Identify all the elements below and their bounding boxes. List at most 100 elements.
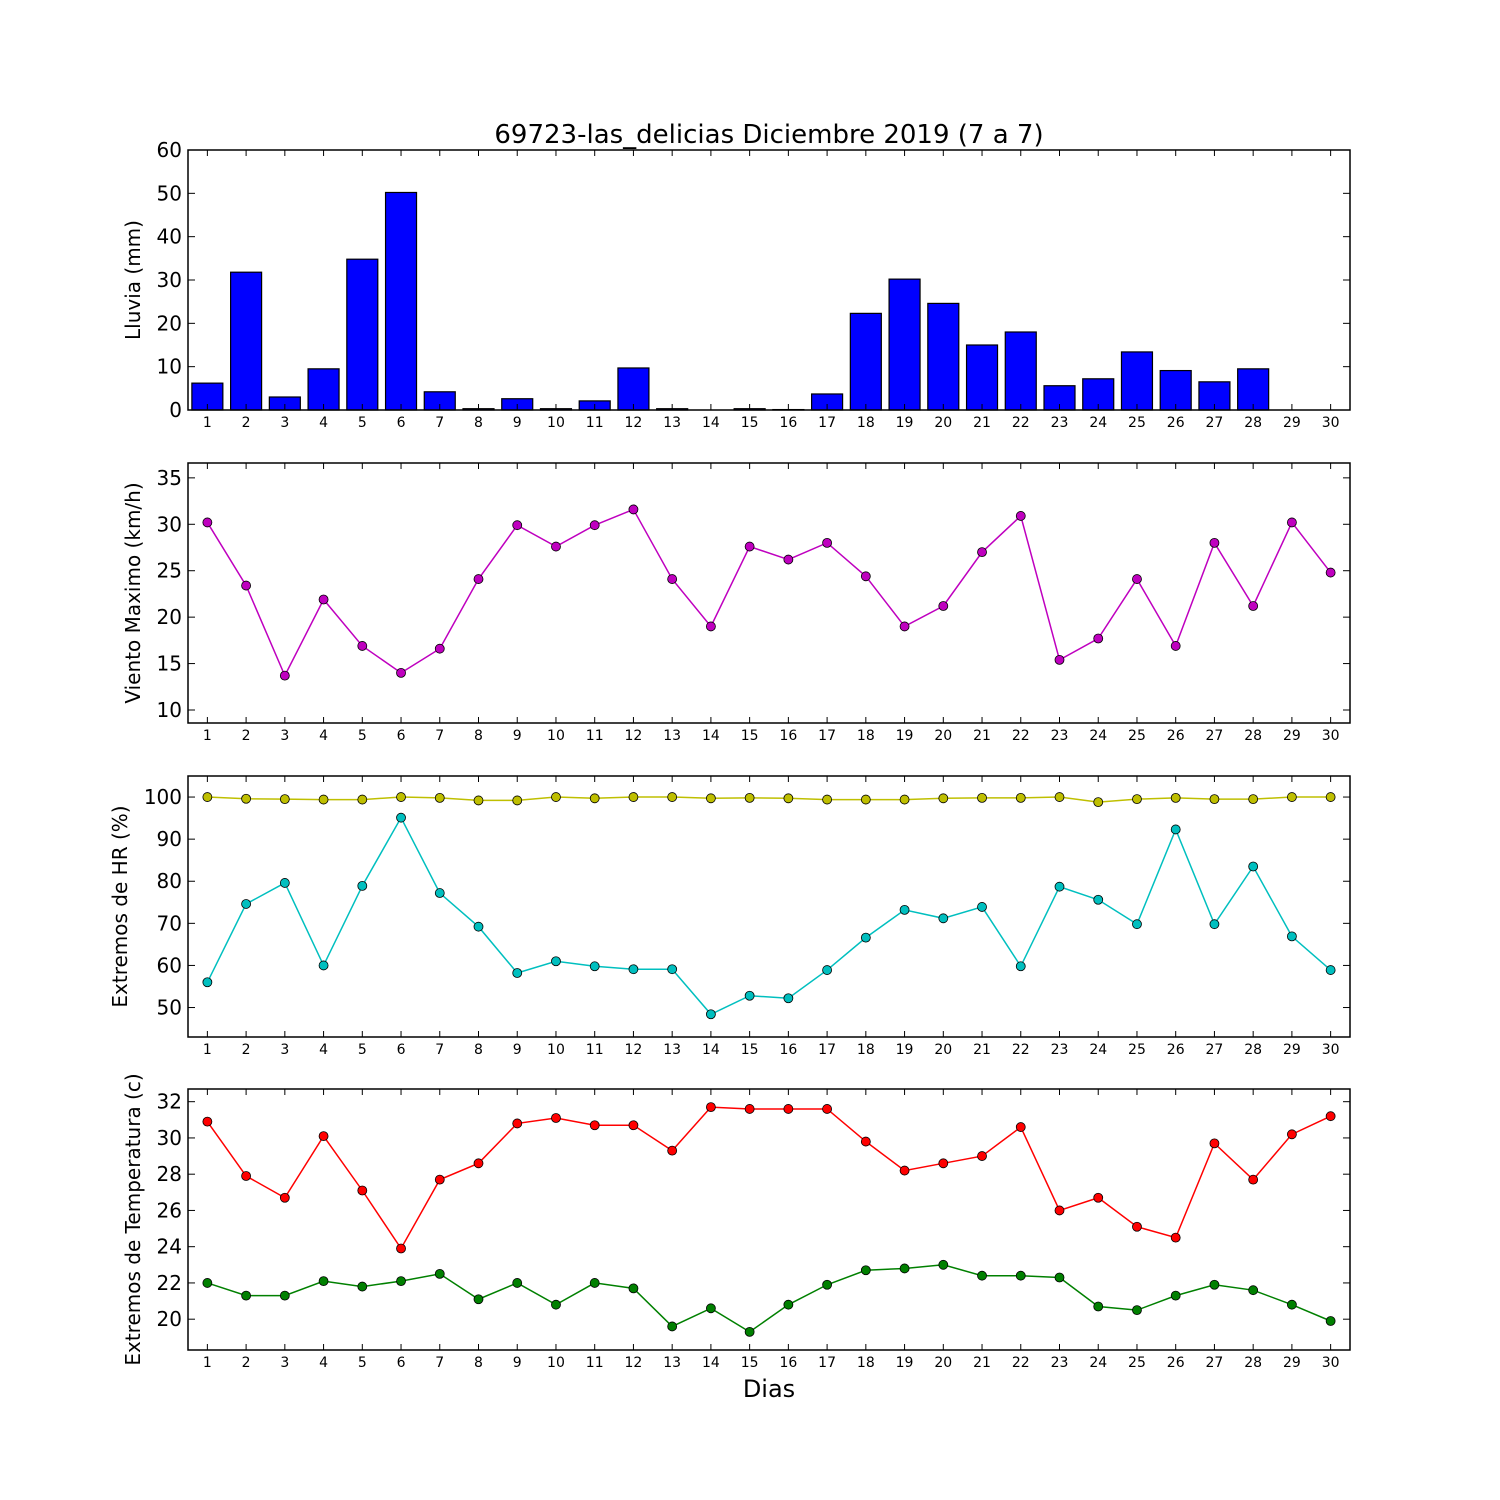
x-tick-label: 10: [547, 728, 565, 744]
x-tick-label: 18: [857, 415, 875, 431]
x-tick-label: 9: [513, 1042, 522, 1058]
data-point: [434, 1174, 445, 1185]
data-point: [279, 670, 290, 681]
x-tick-label: 5: [358, 1042, 367, 1058]
data-point: [357, 641, 368, 651]
x-tick-label: 15: [741, 728, 759, 744]
x-tick-label: 6: [397, 728, 406, 744]
data-point: [241, 1171, 252, 1181]
data-point: [1209, 919, 1220, 930]
data-point: [512, 1118, 523, 1129]
data-point: [706, 1102, 716, 1113]
y-tick-label: 22: [157, 1271, 182, 1295]
data-point: [434, 1268, 445, 1279]
data-point: [551, 956, 561, 967]
data-point: [473, 1294, 484, 1305]
data-point: [628, 504, 639, 515]
y-tick-label: 26: [157, 1198, 182, 1222]
x-tick-label: 13: [663, 1042, 681, 1058]
data-point: [667, 964, 678, 975]
x-tick-label: 7: [435, 415, 444, 431]
data-point: [899, 621, 910, 632]
data-point: [512, 795, 523, 806]
x-tick-label: 23: [1051, 1355, 1069, 1371]
data-point: [860, 1136, 871, 1147]
x-tick-label: 17: [818, 1355, 836, 1371]
x-tick-label: 22: [1012, 1042, 1030, 1058]
x-tick-label: 6: [397, 1042, 406, 1058]
data-point: [1209, 537, 1220, 548]
x-tick-label: 22: [1012, 728, 1030, 744]
data-point: [860, 794, 871, 805]
x-tick-label: 24: [1089, 1042, 1107, 1058]
x-tick-label: 3: [280, 1355, 289, 1371]
y-axis-label: Extremos de HR (%): [108, 805, 132, 1007]
y-tick-label: 60: [157, 953, 182, 977]
x-tick-label: 27: [1206, 728, 1224, 744]
x-tick-label: 27: [1206, 415, 1224, 431]
bar: [1159, 369, 1192, 411]
x-tick-label: 5: [358, 1355, 367, 1371]
x-tick-label: 1: [203, 415, 212, 431]
data-point: [706, 1009, 716, 1020]
data-point: [318, 1131, 329, 1142]
y-tick-label: 32: [157, 1090, 182, 1114]
data-point: [357, 794, 368, 805]
data-point: [1132, 574, 1142, 584]
data-point: [434, 888, 445, 898]
x-tick-label: 4: [319, 1355, 328, 1371]
data-point: [977, 792, 987, 803]
x-tick-label: 2: [242, 415, 251, 431]
x-tick-label: 4: [319, 728, 328, 744]
x-axis-label: Dias: [743, 1375, 795, 1403]
data-point: [1015, 1270, 1026, 1281]
x-tick-label: 3: [280, 728, 289, 744]
series-2: [202, 812, 1336, 1020]
y-axis-label: Viento Maximo (km/h): [121, 482, 145, 703]
x-tick-label: 19: [896, 1042, 914, 1058]
x-tick-label: 20: [934, 728, 952, 744]
x-tick-label: 26: [1167, 415, 1185, 431]
x-tick-label: 14: [702, 415, 720, 431]
data-point: [899, 794, 910, 805]
data-point: [551, 1299, 561, 1310]
data-point: [938, 601, 949, 611]
data-point: [357, 1185, 368, 1196]
data-point: [1325, 567, 1336, 578]
data-point: [783, 1299, 794, 1310]
data-point: [473, 574, 484, 584]
data-point: [512, 520, 523, 531]
data-point: [202, 977, 213, 988]
data-point: [628, 792, 639, 802]
x-tick-label: 9: [513, 1355, 522, 1371]
data-point: [473, 1158, 484, 1169]
data-point: [706, 621, 716, 632]
x-tick-label: 7: [435, 1355, 444, 1371]
data-point: [589, 793, 600, 804]
data-point: [783, 554, 794, 565]
x-tick-label: 29: [1283, 1355, 1301, 1371]
x-tick-label: 5: [358, 728, 367, 744]
y-tick-label: 60: [157, 138, 182, 162]
data-point: [589, 1278, 600, 1288]
data-point: [860, 571, 871, 582]
y-tick-label: 40: [157, 225, 182, 249]
bar: [849, 312, 882, 411]
data-point: [318, 1276, 329, 1287]
data-point: [1287, 1129, 1297, 1140]
data-point: [512, 1278, 523, 1288]
data-point: [1248, 601, 1259, 611]
data-point: [1132, 1305, 1142, 1316]
bar: [307, 368, 340, 411]
x-tick-label: 11: [586, 415, 604, 431]
data-point: [396, 667, 406, 678]
x-tick-label: 11: [586, 1042, 604, 1058]
x-tick-label: 5: [358, 415, 367, 431]
data-point: [1054, 1272, 1065, 1283]
series-line: [207, 796, 1331, 803]
data-point: [1325, 1111, 1336, 1122]
data-point: [396, 792, 406, 802]
